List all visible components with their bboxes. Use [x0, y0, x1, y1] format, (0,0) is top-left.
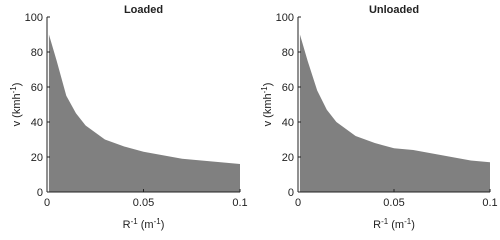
x-tick-label: 0.05 [383, 197, 404, 209]
y-axis-label-part: v (kmh [11, 93, 23, 126]
y-tick-label: 40 [31, 117, 43, 129]
density-area [299, 34, 490, 192]
y-tick-label: 80 [282, 47, 294, 59]
x-axis-label-part: -1 [131, 217, 139, 226]
x-axis-label-part: (m [388, 219, 404, 231]
y-tick-label: 0 [37, 187, 43, 199]
y-axis-label-part: v (kmh [262, 93, 274, 126]
x-axis-label-part: -1 [381, 217, 389, 226]
y-axis-label-part: -1 [9, 86, 18, 94]
y-tick-label: 0 [288, 187, 294, 199]
x-axis-label-part: (m [138, 219, 154, 231]
panel-title: Unloaded [369, 4, 419, 16]
x-tick-label: 0 [295, 197, 301, 209]
x-axis-label-part: R [373, 219, 381, 231]
y-tick-label: 80 [31, 47, 43, 59]
y-axis-label-part: ) [262, 83, 274, 87]
y-tick-label: 60 [282, 82, 294, 94]
x-tick-label: 0.05 [133, 197, 154, 209]
panel-title: Loaded [124, 4, 163, 16]
x-tick-label: 0 [44, 197, 50, 209]
y-tick-label: 20 [31, 152, 43, 164]
x-axis-label-part: ) [161, 219, 165, 231]
y-tick-label: 40 [282, 117, 294, 129]
y-tick-label: 100 [276, 12, 294, 24]
x-axis-label-part: -1 [404, 217, 412, 226]
x-axis-label-part: R [123, 219, 131, 231]
y-axis-label-part: ) [11, 83, 23, 87]
y-tick-label: 20 [282, 152, 294, 164]
y-tick-label: 100 [25, 12, 43, 24]
density-area [48, 34, 241, 192]
x-axis-label: R-1 (m-1) [373, 217, 415, 232]
y-tick-label: 60 [31, 82, 43, 94]
x-axis-label-part: -1 [154, 217, 162, 226]
y-axis-label: v (kmh-1) [9, 83, 24, 127]
x-tick-label: 0.1 [482, 197, 497, 209]
x-axis-label: R-1 (m-1) [123, 217, 165, 232]
x-axis-label-part: ) [411, 219, 415, 231]
y-axis-label: v (kmh-1) [260, 83, 275, 127]
x-tick-label: 0.1 [232, 197, 247, 209]
y-axis-label-part: -1 [260, 86, 269, 94]
